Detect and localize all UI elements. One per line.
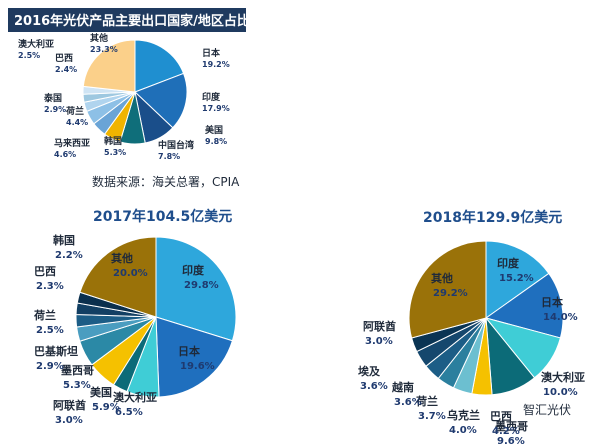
slice-value: 19.6% xyxy=(180,361,215,372)
slice-value: 4.4% xyxy=(66,118,88,127)
slice-label: 阿联酋 xyxy=(363,319,396,333)
chart-2016-title: 2016年光伏产品主要出口国家/地区占比 xyxy=(14,13,250,29)
slice-label: 美国 xyxy=(90,385,112,399)
slice-label: 墨西哥 xyxy=(495,420,528,433)
chart-2018-pie xyxy=(408,240,564,396)
chart-2016-pie xyxy=(82,39,188,145)
chart-2016-title-bar xyxy=(8,8,246,32)
slice-value: 3.7% xyxy=(418,411,446,422)
slice-label: 巴西 xyxy=(55,53,73,64)
slice-label: 马来西亚 xyxy=(54,137,90,149)
slice-value: 2.5% xyxy=(18,51,40,60)
slice-label: 日本 xyxy=(178,344,200,358)
slice-label: 美国 xyxy=(205,124,223,136)
slice-label: 澳大利亚 xyxy=(113,390,157,404)
slice-value: 5.3% xyxy=(104,148,126,157)
slice-label: 澳大利亚 xyxy=(541,370,585,384)
slice-label: 印度 xyxy=(182,263,205,277)
pie-slice xyxy=(155,316,234,398)
pie-slice xyxy=(82,39,136,93)
pie-slice xyxy=(79,236,157,318)
slice-label: 其他 xyxy=(90,32,108,44)
slice-label: 越南 xyxy=(391,380,414,394)
slice-label: 印度 xyxy=(202,91,221,103)
slice-value: 3.6% xyxy=(394,397,422,408)
slice-value: 2.5% xyxy=(36,325,64,336)
slice-value: 15.2% xyxy=(499,273,534,284)
slice-label: 阿联酋 xyxy=(53,398,86,412)
slice-label: 日本 xyxy=(202,47,221,59)
slice-value: 5.9% xyxy=(92,402,120,413)
slice-value: 3.0% xyxy=(365,336,393,347)
slice-label: 埃及 xyxy=(358,364,381,378)
slice-value: 23.3% xyxy=(90,45,118,54)
slice-value: 3.6% xyxy=(360,381,388,392)
slice-value: 7.8% xyxy=(158,152,180,161)
slice-value: 2.2% xyxy=(55,250,83,261)
pie-slice xyxy=(484,272,564,339)
slice-label: 荷兰 xyxy=(415,394,438,408)
pie-slice xyxy=(155,236,237,342)
pie-slice xyxy=(485,240,550,319)
slice-label: 韩国 xyxy=(53,233,75,247)
chart-2016-labels: 日本19.2%印度17.9%美国9.8%中国台湾7.8%韩国5.3%马来西亚4.… xyxy=(18,32,230,161)
slice-label: 澳大利亚 xyxy=(18,38,54,50)
slice-value: 29.8% xyxy=(184,280,219,291)
pie-slice xyxy=(408,240,487,339)
slice-label: 荷兰 xyxy=(65,105,84,117)
slice-value: 14.0% xyxy=(543,312,578,323)
slice-value: 3.0% xyxy=(55,415,83,426)
slice-value: 4.0% xyxy=(449,425,477,436)
slice-label: 巴西 xyxy=(490,410,512,423)
pie-slice xyxy=(134,72,188,129)
slice-label: 印度 xyxy=(497,256,520,270)
slice-value: 6.5% xyxy=(115,407,143,418)
slice-label: 日本 xyxy=(541,295,563,309)
slice-value: 17.9% xyxy=(202,104,230,113)
slice-value: 5.3% xyxy=(63,380,91,391)
slice-value: 9.6% xyxy=(497,436,525,447)
slice-label: 巴基斯坦 xyxy=(34,344,78,358)
chart-2017-labels: 印度 29.8% 日本 19.6% 澳大利亚 6.5% 阿联酋 3.0% 美国 5.9% 墨西哥 5.… xyxy=(33,233,219,426)
chart-2018-title: 2018年129.9亿美元 xyxy=(423,209,562,226)
chart-2017-pie xyxy=(75,236,237,398)
chart-2016-source: 数据来源：海关总署，CPIA xyxy=(92,174,240,189)
slice-label: 其他 xyxy=(431,271,453,285)
chart-2018: 2018年129.9亿美元 印度 15.2% 日本 14.0% 澳大利亚 10.0% 墨西哥… xyxy=(358,209,585,447)
slice-label: 其他 xyxy=(111,251,133,265)
slice-value: 2.9% xyxy=(44,105,66,114)
slice-value: 29.2% xyxy=(433,288,468,299)
chart-2018-labels: 印度 15.2% 日本 14.0% 澳大利亚 10.0% 墨西哥 9.6% 巴西 4.2% 乌克兰 4… xyxy=(358,256,585,447)
slice-label: 乌克兰 xyxy=(447,408,480,422)
slice-value: 9.8% xyxy=(205,137,227,146)
slice-label: 荷兰 xyxy=(33,308,56,322)
chart-2017-title: 2017年104.5亿美元 xyxy=(93,208,232,225)
slice-value: 10.0% xyxy=(543,387,578,398)
slice-label: 墨西哥 xyxy=(61,364,94,377)
slice-label: 巴西 xyxy=(34,265,56,278)
slice-value: 19.2% xyxy=(202,60,230,69)
slice-value: 2.4% xyxy=(55,65,77,74)
slice-value: 2.9% xyxy=(36,361,64,372)
slice-value: 4.2% xyxy=(492,426,520,437)
watermark-text: 智汇光伏 xyxy=(523,402,571,417)
slice-label: 中国台湾 xyxy=(158,139,194,151)
slice-value: 4.6% xyxy=(54,150,76,159)
slice-value: 2.3% xyxy=(36,281,64,292)
chart-2017: 2017年104.5亿美元 印度 29.8% 日本 19.6% 澳大利亚 6.5% 阿联酋 3… xyxy=(33,208,237,426)
slice-label: 泰国 xyxy=(43,92,62,104)
slice-label: 韩国 xyxy=(104,135,122,147)
pie-slice xyxy=(134,39,185,93)
slice-value: 20.0% xyxy=(113,268,148,279)
